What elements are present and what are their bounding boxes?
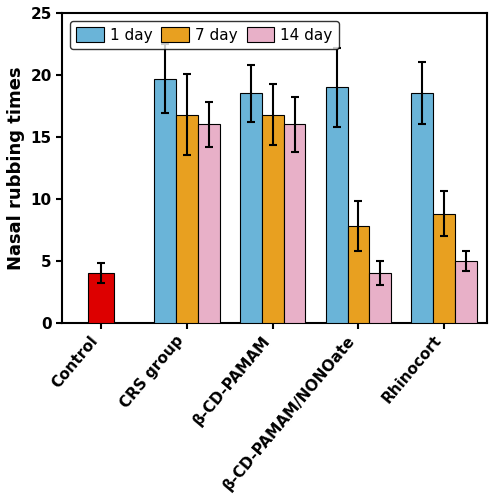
Y-axis label: Nasal rubbing times: Nasal rubbing times [7, 66, 25, 270]
Bar [284, 124, 305, 322]
Bar [176, 114, 198, 322]
Bar [370, 273, 391, 322]
Bar [262, 114, 284, 322]
Legend: 1 day, 7 day, 14 day: 1 day, 7 day, 14 day [70, 20, 339, 49]
Bar [154, 78, 176, 322]
Bar [240, 94, 262, 322]
Bar [198, 124, 220, 322]
Bar [348, 226, 370, 322]
Bar [412, 94, 433, 322]
Bar [88, 273, 114, 322]
Bar [455, 260, 477, 322]
Bar [433, 214, 455, 322]
Bar [326, 88, 348, 322]
